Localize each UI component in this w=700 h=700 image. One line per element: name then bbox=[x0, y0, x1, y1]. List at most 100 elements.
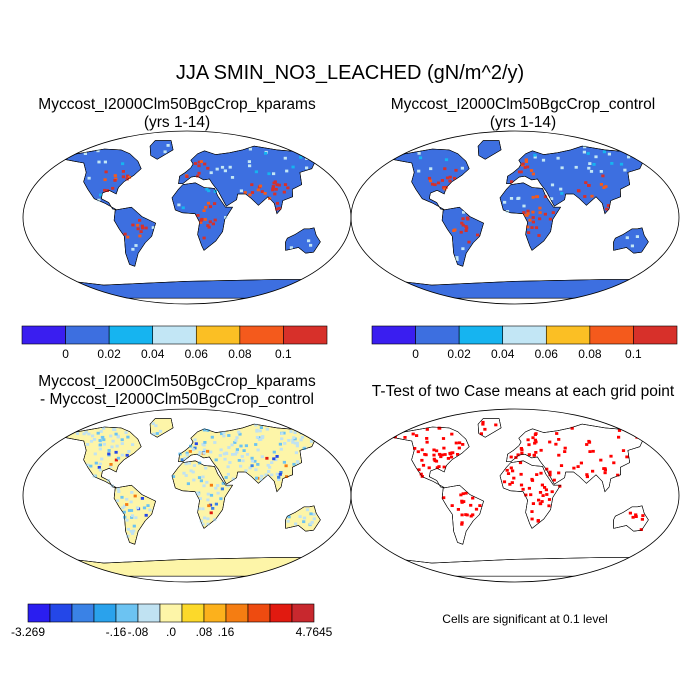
grid-cell bbox=[437, 452, 442, 456]
grid-cell bbox=[126, 534, 130, 538]
grid-cell bbox=[222, 452, 226, 456]
coastline-south-america bbox=[113, 206, 156, 267]
grid-cell bbox=[204, 205, 208, 209]
grid-cell bbox=[267, 172, 271, 176]
grid-cell bbox=[254, 170, 258, 174]
grid-cell bbox=[198, 450, 202, 454]
grid-cell bbox=[113, 428, 117, 432]
coastline-antarctica bbox=[383, 557, 647, 577]
colorbar-swatch bbox=[93, 603, 117, 623]
grid-cell bbox=[248, 466, 252, 470]
grid-cell bbox=[265, 456, 269, 460]
grid-cell bbox=[86, 463, 90, 467]
grid-cell bbox=[559, 187, 563, 191]
grid-cell bbox=[450, 432, 454, 436]
grid-cell bbox=[237, 430, 241, 434]
panel2-title-line2: (yrs 1-14) bbox=[489, 114, 557, 131]
coastline-north-america bbox=[63, 148, 142, 211]
grid-cell bbox=[233, 452, 237, 456]
grid-cell bbox=[109, 434, 113, 438]
grid-cell bbox=[451, 451, 455, 455]
grid-cell bbox=[540, 483, 544, 487]
grid-cell bbox=[527, 231, 531, 234]
grid-cell bbox=[264, 473, 268, 477]
grid-cell bbox=[299, 155, 303, 159]
grid-cell bbox=[304, 152, 308, 156]
grid-cell bbox=[462, 210, 466, 214]
grid-cell bbox=[509, 466, 513, 470]
grid-cell bbox=[235, 450, 239, 454]
coastline-greenland bbox=[477, 140, 502, 160]
grid-cell bbox=[541, 494, 545, 497]
grid-cell bbox=[588, 162, 592, 165]
grid-cell bbox=[87, 432, 91, 436]
grid-cell bbox=[283, 183, 288, 186]
grid-cell bbox=[284, 464, 288, 468]
grid-cell bbox=[428, 179, 433, 183]
coastline-greenland bbox=[149, 140, 174, 160]
grid-cell bbox=[510, 180, 514, 184]
grid-cell bbox=[433, 183, 437, 187]
grid-cell bbox=[94, 461, 98, 465]
grid-cell bbox=[275, 472, 279, 476]
grid-cell bbox=[107, 452, 111, 456]
grid-cell bbox=[86, 443, 90, 446]
grid-cell bbox=[543, 486, 547, 489]
grid-cell bbox=[461, 492, 465, 496]
grid-cell bbox=[254, 468, 258, 472]
coastline-south-america bbox=[441, 206, 484, 267]
grid-cell bbox=[113, 174, 117, 177]
grid-cell bbox=[563, 446, 567, 450]
grid-cell bbox=[625, 236, 629, 240]
grid-cell bbox=[134, 516, 138, 520]
grid-cell bbox=[509, 455, 513, 459]
grid-cell bbox=[520, 448, 524, 452]
grid-cell bbox=[130, 516, 134, 519]
grid-cell bbox=[502, 480, 507, 484]
grid-cell bbox=[432, 453, 436, 457]
grid-cell bbox=[99, 430, 103, 433]
grid-cell bbox=[461, 217, 465, 221]
grid-cell bbox=[121, 162, 125, 166]
grid-cell bbox=[506, 472, 511, 475]
grid-cell bbox=[460, 221, 464, 225]
grid-cell bbox=[97, 198, 101, 202]
colorbar-tick-label: 0 bbox=[412, 347, 419, 361]
grid-cell bbox=[531, 210, 535, 214]
grid-cell bbox=[216, 491, 220, 495]
colorbar-swatch bbox=[71, 603, 95, 623]
grid-cell bbox=[231, 453, 235, 456]
grid-cell bbox=[538, 502, 542, 506]
grid-cell bbox=[258, 429, 262, 433]
grid-cell bbox=[300, 435, 305, 439]
colorbar-swatch bbox=[108, 325, 154, 345]
grid-cell bbox=[185, 453, 189, 457]
colorbar-swatch bbox=[159, 603, 183, 623]
grid-cell bbox=[239, 444, 243, 448]
colorbar-tick-label: -.08 bbox=[128, 625, 149, 639]
grid-cell bbox=[250, 464, 254, 468]
grid-cell bbox=[250, 456, 254, 460]
grid-cell bbox=[456, 508, 460, 511]
colorbar-swatch bbox=[291, 603, 315, 623]
grid-cell bbox=[432, 457, 436, 461]
figure-title: JJA SMIN_NO3_LEACHED (gN/m^2/y) bbox=[175, 62, 525, 84]
colorbar-tick-label: .08 bbox=[196, 625, 213, 639]
grid-cell bbox=[294, 451, 298, 455]
grid-cell bbox=[534, 440, 538, 444]
grid-cell bbox=[218, 454, 222, 457]
grid-cell bbox=[530, 226, 534, 229]
grid-cell bbox=[540, 500, 544, 503]
panel1-title-line2: (yrs 1-14) bbox=[143, 114, 211, 131]
grid-cell bbox=[84, 430, 88, 434]
grid-cell bbox=[259, 438, 263, 441]
grid-cell bbox=[295, 460, 300, 463]
grid-cell bbox=[239, 189, 243, 193]
grid-cell bbox=[429, 167, 433, 171]
coastline-africa bbox=[499, 460, 562, 529]
grid-cell bbox=[107, 449, 111, 452]
grid-cell bbox=[469, 503, 473, 507]
grid-cell bbox=[238, 432, 242, 436]
grid-cell bbox=[250, 459, 255, 463]
grid-cell bbox=[109, 464, 113, 468]
